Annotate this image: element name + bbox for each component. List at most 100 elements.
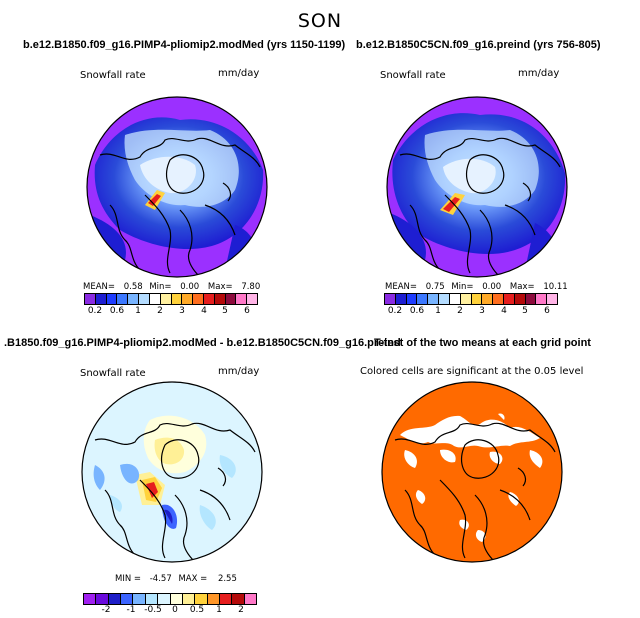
panel2-max-label: Max= <box>509 282 535 292</box>
panel3-stats: MIN = -4.57 MAX = 2.55 <box>115 574 237 584</box>
panel3-negative-anomaly <box>120 463 140 484</box>
panel3-colorbar <box>83 593 257 605</box>
panel2-mean-value: 0.75 <box>425 282 445 292</box>
panel3-min-label: MIN = <box>115 574 142 584</box>
panel1-max-label: Max= <box>207 282 233 292</box>
panel1-colorbar <box>84 293 258 305</box>
colorbar-box <box>96 594 109 604</box>
panel2-variable-label: Snowfall rate <box>380 70 446 81</box>
colorbar-box <box>536 294 548 304</box>
panel1-mean-value: 0.58 <box>123 282 143 292</box>
colorbar-box <box>139 294 150 304</box>
colorbar-box <box>385 294 396 304</box>
colorbar-box <box>158 594 171 604</box>
colorbar-box <box>219 594 233 604</box>
panel3-tick: -1 <box>126 605 136 615</box>
colorbar-box <box>493 294 504 304</box>
colorbar-box <box>244 594 257 604</box>
panel3-map <box>81 381 263 563</box>
panel3-tick: 0.5 <box>189 605 205 615</box>
colorbar-box <box>225 294 237 304</box>
panel2-map <box>386 96 568 278</box>
panel3-tick: 2 <box>238 605 244 615</box>
colorbar-box <box>95 294 107 304</box>
panel2-units-label: mm/day <box>518 68 560 79</box>
colorbar-box <box>85 294 96 304</box>
panel1-coastlines <box>99 137 261 277</box>
colorbar-box <box>84 594 97 604</box>
panel3-max-label: MAX = <box>178 574 208 584</box>
panel2-tick: 5 <box>522 306 528 316</box>
panel3-tick: -2 <box>101 605 111 615</box>
colorbar-box <box>214 294 226 304</box>
panel4-note: Colored cells are significant at the 0.0… <box>360 366 584 377</box>
colorbar-box <box>117 294 129 304</box>
panel2-max-value: 10.11 <box>543 282 568 292</box>
panel4-coastlines <box>394 422 556 562</box>
panel3-colorbar-ticks: -2 -1 -0.5 0 0.5 1 2 <box>83 605 257 617</box>
panel1-tick: 3 <box>179 306 185 316</box>
panel3-units-label: mm/day <box>218 366 260 377</box>
panel1-tick: 5 <box>222 306 228 316</box>
colorbar-box <box>145 594 159 604</box>
panel3-variable-label: Snowfall rate <box>80 368 146 379</box>
panel2-coastlines <box>399 137 561 277</box>
panel1-variable-label: Snowfall rate <box>80 70 146 81</box>
panel1-min-value: 0.00 <box>180 282 200 292</box>
colorbar-box <box>203 294 215 304</box>
colorbar-box <box>482 294 494 304</box>
colorbar-box <box>207 594 220 604</box>
panel4-title: T-test of the two means at each grid poi… <box>374 337 591 349</box>
colorbar-box <box>547 294 557 304</box>
panel1-map <box>86 96 268 278</box>
panel1-title: b.e12.B1850.f09_g16.PIMP4-pliomip2.modMe… <box>23 39 346 51</box>
colorbar-box <box>232 594 245 604</box>
panel1-tick: 0.2 <box>87 306 103 316</box>
panel3-title: .B1850.f09_g16.PIMP4-pliomip2.modMed - b… <box>4 337 401 349</box>
panel2-min-value: 0.00 <box>482 282 502 292</box>
panel2-tick: 0.2 <box>387 306 403 316</box>
colorbar-box <box>128 294 140 304</box>
colorbar-box <box>149 294 161 304</box>
panel2-colorbar-ticks: 0.2 0.6 1 2 3 4 5 6 <box>384 306 558 318</box>
panel4-nonsignificant-cells <box>400 413 543 542</box>
colorbar-box <box>160 294 172 304</box>
panel1-mean-label: MEAN= <box>83 282 115 292</box>
panel1-tick: 4 <box>201 306 207 316</box>
panel2-colorbar <box>384 293 558 305</box>
panel2-title: b.e12.B1850C5CN.f09_g16.preind (yrs 756-… <box>356 39 601 51</box>
colorbar-box <box>171 294 183 304</box>
colorbar-box <box>514 294 526 304</box>
colorbar-box <box>471 294 483 304</box>
colorbar-box <box>170 594 183 604</box>
panel1-tick: 6 <box>244 306 250 316</box>
panel2-mean-label: MEAN= <box>385 282 417 292</box>
panel3-colorbar-boxes <box>83 593 257 605</box>
colorbar-box <box>236 294 248 304</box>
panel1-max-value: 7.80 <box>241 282 261 292</box>
panel2-tick: 6 <box>544 306 550 316</box>
panel2-tick: 1 <box>435 306 441 316</box>
colorbar-box <box>395 294 407 304</box>
colorbar-box <box>106 294 118 304</box>
panel2-tick: 2 <box>457 306 463 316</box>
panel3-coastlines <box>94 422 256 562</box>
panel3-tick: 1 <box>216 605 222 615</box>
panel1-colorbar-ticks: 0.2 0.6 1 2 3 4 5 6 <box>84 306 258 318</box>
panel2-tick: 4 <box>501 306 507 316</box>
panel4-map <box>381 381 563 563</box>
panel1-min-label: Min= <box>149 282 172 292</box>
panel3-min-value: -4.57 <box>149 574 172 584</box>
panel2-tick: 3 <box>479 306 485 316</box>
panel2-min-label: Min= <box>451 282 474 292</box>
panel1-tick: 2 <box>157 306 163 316</box>
colorbar-box <box>417 294 429 304</box>
panel2-stats: MEAN= 0.75 Min= 0.00 Max= 10.11 <box>385 282 568 292</box>
panel4-significant-cells <box>382 382 562 562</box>
colorbar-box <box>406 294 418 304</box>
colorbar-box <box>193 294 204 304</box>
colorbar-box <box>121 594 134 604</box>
colorbar-box <box>133 594 146 604</box>
colorbar-box <box>195 594 208 604</box>
colorbar-box <box>439 294 450 304</box>
